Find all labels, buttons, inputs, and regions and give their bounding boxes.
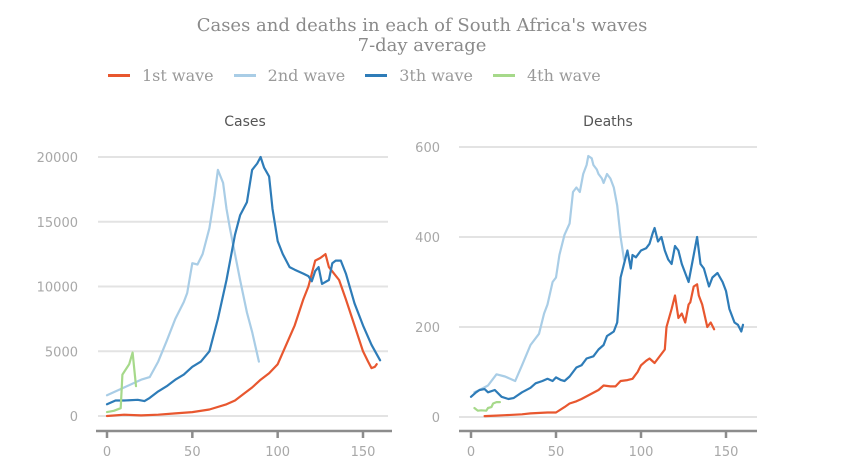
y-tick-label: 400 bbox=[415, 231, 440, 246]
y-tick-label: 0 bbox=[70, 410, 78, 425]
legend-label: 3th wave bbox=[399, 66, 473, 85]
series-line-2nd-wave bbox=[105, 168, 260, 397]
panel-title: Deaths bbox=[583, 114, 633, 130]
series-line-3th-wave bbox=[105, 155, 382, 406]
legend-item-2nd-wave[interactable]: 2nd wave bbox=[233, 66, 346, 85]
legend-swatch bbox=[365, 74, 388, 77]
legend-item-1st-wave[interactable]: 1st wave bbox=[108, 66, 214, 85]
y-tick-label: 10000 bbox=[37, 281, 78, 296]
legend-item-3th-wave[interactable]: 3th wave bbox=[365, 66, 473, 85]
chart-title: Cases and deaths in each of South Africa… bbox=[196, 15, 648, 36]
x-tick-label: 150 bbox=[714, 445, 739, 460]
x-tick-label: 100 bbox=[629, 445, 654, 460]
series-line-4th-wave bbox=[105, 351, 138, 414]
y-tick-label: 20000 bbox=[37, 151, 78, 166]
y-tick-label: 0 bbox=[432, 411, 440, 426]
legend-swatch bbox=[108, 74, 130, 77]
series-line-1st-wave bbox=[105, 253, 378, 418]
y-tick-label: 600 bbox=[415, 141, 440, 156]
legend: 1st wave 2nd wave 3th wave 4th wave bbox=[108, 66, 621, 85]
series-line-2nd-wave bbox=[473, 154, 626, 394]
legend-label: 4th wave bbox=[526, 66, 601, 85]
x-tick-label: 0 bbox=[467, 445, 475, 460]
x-tick-label: 0 bbox=[103, 445, 111, 460]
panel-title: Cases bbox=[224, 114, 266, 130]
chart-subtitle: 7-day average bbox=[357, 35, 487, 56]
legend-item-4th-wave[interactable]: 4th wave bbox=[492, 66, 601, 85]
series-line-1st-wave bbox=[483, 283, 716, 418]
x-tick-label: 50 bbox=[184, 445, 201, 460]
legend-label: 1st wave bbox=[142, 66, 214, 85]
x-tick-label: 50 bbox=[548, 445, 565, 460]
y-tick-label: 5000 bbox=[45, 345, 78, 360]
y-tick-label: 200 bbox=[415, 321, 440, 336]
legend-swatch bbox=[492, 74, 515, 77]
x-tick-label: 150 bbox=[351, 445, 376, 460]
legend-swatch bbox=[233, 74, 256, 77]
series-line-3th-wave bbox=[469, 226, 745, 401]
legend-label: 2nd wave bbox=[267, 66, 346, 85]
y-tick-label: 15000 bbox=[37, 216, 78, 231]
x-tick-label: 100 bbox=[265, 445, 290, 460]
series-line-4th-wave bbox=[473, 401, 501, 412]
